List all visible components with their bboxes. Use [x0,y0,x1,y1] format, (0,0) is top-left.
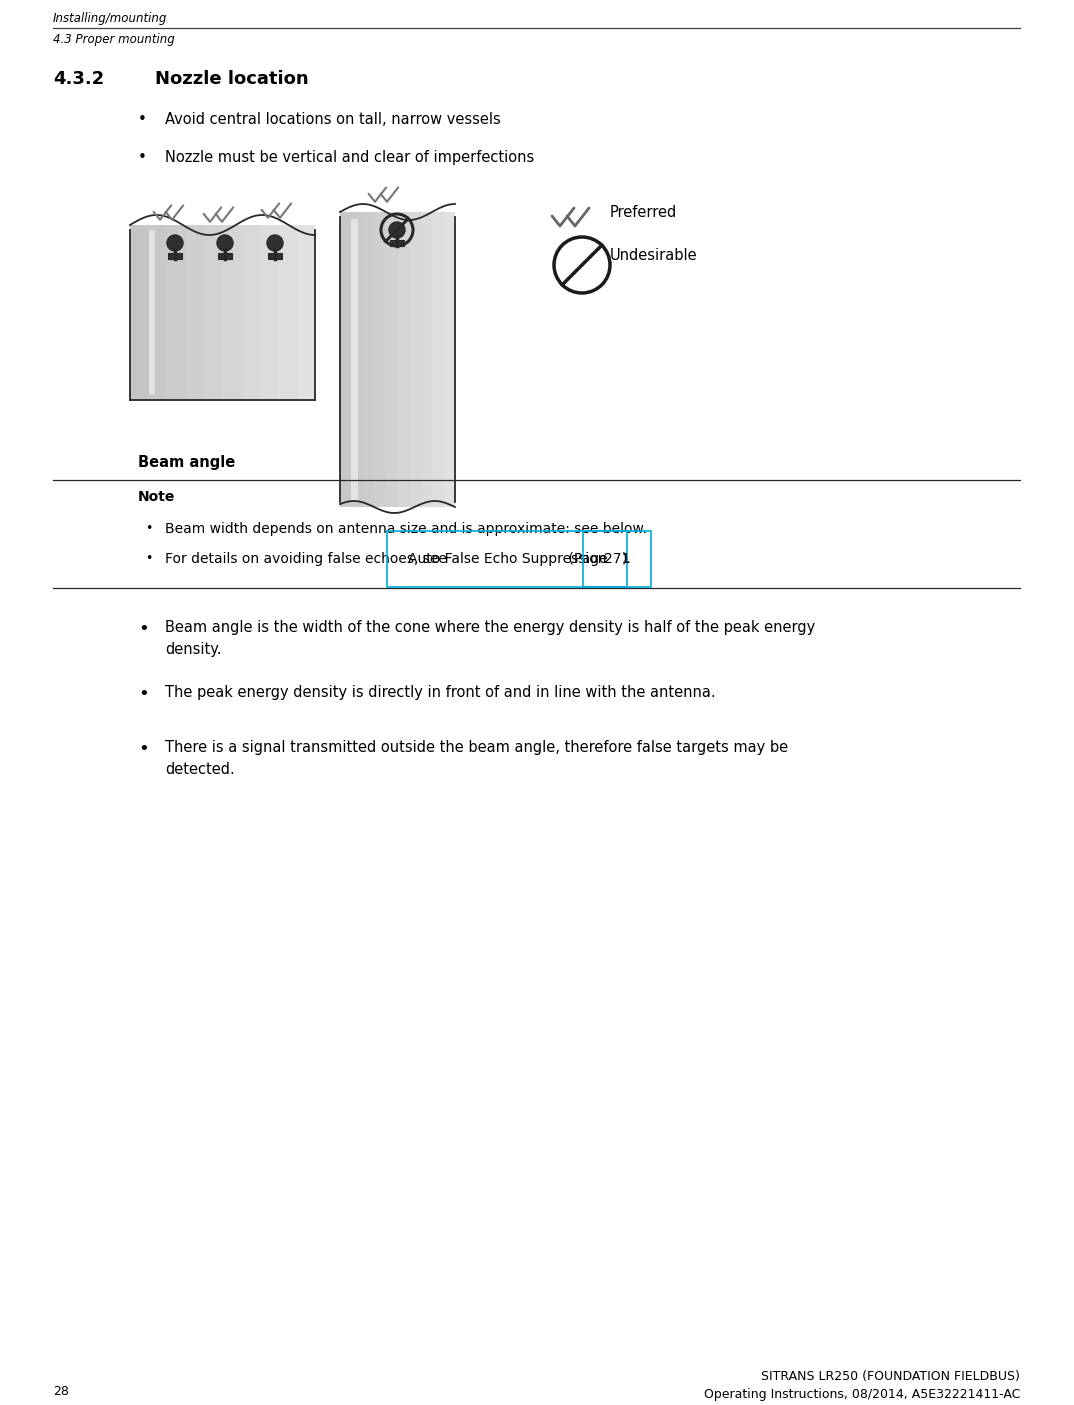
Text: •: • [145,523,153,535]
Bar [340,212,455,507]
Text: Preferred: Preferred [610,205,678,221]
Bar [375,212,386,507]
Bar [363,212,375,507]
Bar [260,225,278,400]
Bar [222,225,241,400]
Bar [186,225,204,400]
Text: 28: 28 [53,1385,69,1398]
Bar [296,225,315,400]
Bar [130,225,315,400]
Text: SITRANS LR250 (FOUNDATION FIELDBUS): SITRANS LR250 (FOUNDATION FIELDBUS) [761,1370,1020,1383]
Bar [340,212,351,507]
Circle shape [267,235,284,251]
Text: 4.3 Proper mounting: 4.3 Proper mounting [53,32,175,46]
Bar [241,225,260,400]
Circle shape [166,235,183,251]
Text: Auto False Echo Suppression: Auto False Echo Suppression [408,552,606,566]
Text: For details on avoiding false echoes, see: For details on avoiding false echoes, se… [165,552,451,566]
Bar [278,225,296,400]
Bar [409,212,421,507]
Bar [397,212,409,507]
Bar [421,212,432,507]
Bar [166,225,186,400]
Text: •: • [137,740,149,759]
Text: Beam width depends on antenna size and is approximate: see below.: Beam width depends on antenna size and i… [165,523,647,535]
Text: Installing/mounting: Installing/mounting [53,13,168,25]
Circle shape [217,235,233,251]
Bar [386,212,397,507]
Text: 271: 271 [605,552,630,566]
Text: detected.: detected. [165,762,235,777]
Text: There is a signal transmitted outside the beam angle, therefore false targets ma: There is a signal transmitted outside th… [165,740,788,754]
Bar [351,212,363,507]
Text: Avoid central locations on tall, narrow vessels: Avoid central locations on tall, narrow … [165,112,500,126]
Text: Undesirable: Undesirable [610,249,698,263]
Text: 4.3.2: 4.3.2 [53,70,104,89]
Text: (Page: (Page [564,552,612,566]
Bar [148,225,166,400]
Text: •: • [137,686,149,702]
Circle shape [389,222,405,237]
Bar [130,225,148,400]
Text: Nozzle must be vertical and clear of imperfections: Nozzle must be vertical and clear of imp… [165,150,534,164]
Text: •: • [137,150,147,164]
Text: Beam angle is the width of the cone where the energy density is half of the peak: Beam angle is the width of the cone wher… [165,620,815,635]
Text: •: • [137,112,147,126]
Text: •: • [145,552,153,565]
Bar [218,253,232,259]
Text: The peak energy density is directly in front of and in line with the antenna.: The peak energy density is directly in f… [165,686,715,700]
Text: density.: density. [165,642,221,658]
Bar [204,225,222,400]
Text: Beam angle: Beam angle [137,455,235,471]
Bar [390,240,404,246]
Text: ).: ). [622,552,632,566]
Text: Operating Instructions, 08/2014, A5E32221411-AC: Operating Instructions, 08/2014, A5E3222… [703,1388,1020,1401]
Text: •: • [137,620,149,638]
Bar [432,212,444,507]
Bar [444,212,455,507]
Bar [268,253,282,259]
Text: Nozzle location: Nozzle location [155,70,308,89]
Bar [168,253,182,259]
Text: Note: Note [137,490,175,504]
